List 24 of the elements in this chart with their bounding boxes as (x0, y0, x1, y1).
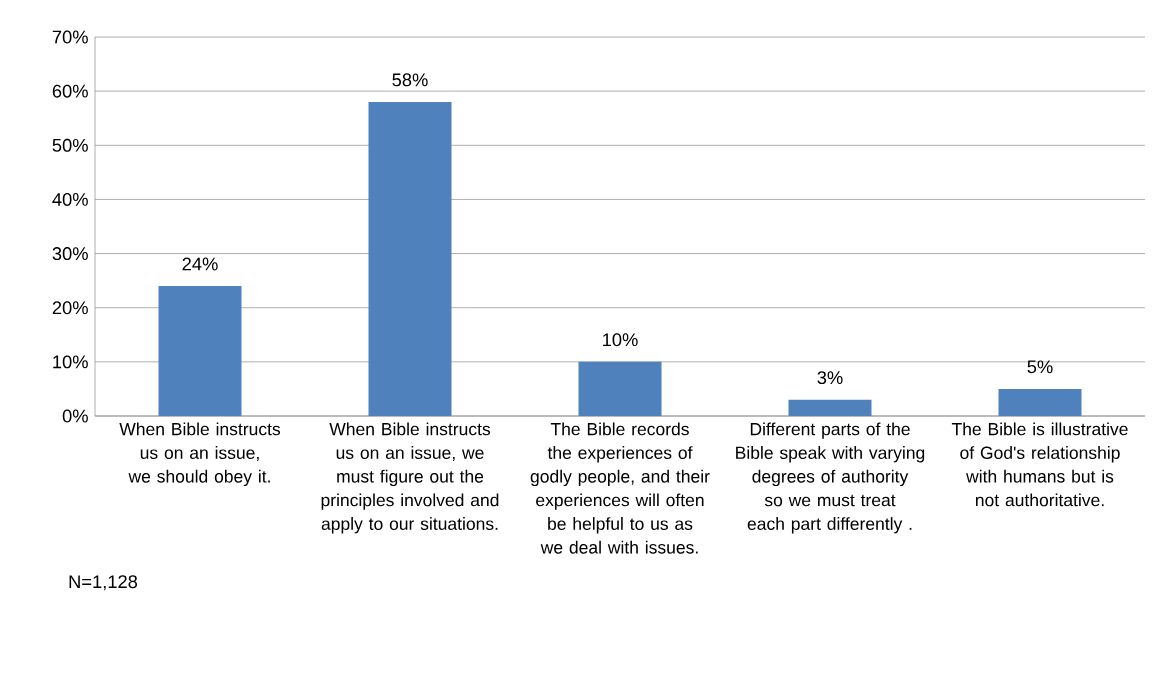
y-tick-label: 30% (52, 247, 88, 261)
x-tick-label: When Bible instructs us on an issue, we should obey it. (119, 422, 281, 487)
bar (368, 101, 452, 416)
data-label: 3% (817, 371, 843, 385)
x-tick-label: Different parts of the Bible speak with varying degrees of authority so we must treat each part differently . (736, 422, 925, 534)
bar (578, 361, 662, 416)
y-tick-label: 10% (53, 355, 88, 369)
data-label: 5% (1027, 360, 1053, 374)
data-label: 10% (603, 333, 638, 347)
data-label: 58% (392, 73, 428, 87)
text: N=1,128 (69, 575, 138, 591)
y-tick-label: 0% (62, 409, 88, 423)
y-tick-label: 50% (52, 138, 88, 152)
bar (998, 388, 1082, 416)
y-tick-label: 70% (52, 30, 88, 44)
x-tick-label: The Bible is illustrative of God's relationship with humans but is not authoritative. (951, 422, 1128, 507)
bar (788, 399, 872, 416)
x-tick-label: When Bible instructs us on an issue, we must figure out the principles involved and apply to our situations. (321, 422, 499, 534)
y-tick-label: 20% (52, 301, 88, 315)
data-label: 24% (182, 257, 218, 271)
y-tick-label: 40% (52, 192, 88, 206)
y-tick-label: 60% (52, 84, 88, 98)
bar (158, 286, 242, 416)
x-tick-label: The Bible records the experiences of godly people, and their experiences will often be helpful to us as we deal with issues. (530, 422, 710, 554)
